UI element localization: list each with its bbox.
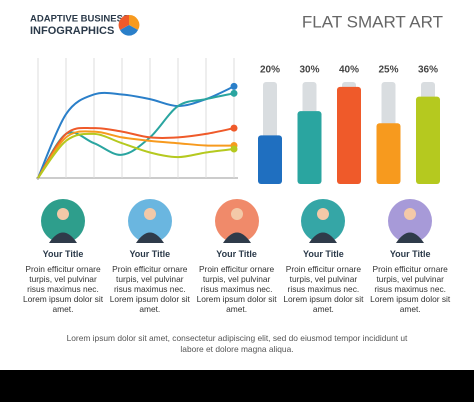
line-end-dot: [230, 124, 238, 132]
bar: [258, 135, 282, 184]
line-end-dot: [230, 82, 238, 90]
footer-text: Lorem ipsum dolor sit amet, consectetur …: [66, 333, 408, 354]
person-text: Proin efficitur ornare turpis, vel pulvi…: [196, 264, 277, 314]
bar-value-label: 25%: [378, 65, 398, 76]
line-series: [37, 130, 235, 179]
bar: [416, 96, 440, 184]
person-text: Proin efficitur ornare turpis, vel pulvi…: [22, 264, 104, 314]
bar-value-label: 20%: [260, 65, 280, 76]
person-title: Your Title: [216, 249, 257, 259]
bar-value-label: 40%: [339, 65, 359, 76]
header-line1: ADAPTIVE BUSINESS: [30, 14, 129, 25]
subtitle: FLAT SMART ART: [302, 12, 443, 31]
person-text: Proin efficitur ornare turpis, vel pulvi…: [283, 264, 364, 314]
pie-icon: [118, 14, 140, 36]
bottom-strip: [0, 370, 474, 402]
bar-value-label: 36%: [418, 65, 438, 76]
person-title: Your Title: [389, 249, 431, 259]
person-column: Your Title Proin efficitur ornare turpis,…: [107, 249, 193, 314]
bar-value-label: 30%: [299, 65, 319, 76]
line-end-dot: [230, 145, 238, 153]
bar: [297, 111, 322, 184]
line-series: [37, 126, 235, 179]
person-title: Your Title: [303, 249, 344, 259]
avatars: [41, 199, 432, 243]
person-title: Your Title: [129, 249, 171, 259]
bar: [376, 123, 401, 184]
person-column: Your Title Proin efficitur ornare turpis,…: [194, 249, 280, 314]
person-title: Your Title: [42, 249, 84, 259]
person-column: Your Title Proin efficitur ornare turpis,…: [367, 249, 453, 314]
bar: [337, 86, 361, 184]
header-line2: INFOGRAPHICS: [30, 25, 114, 37]
line-series: [37, 132, 235, 179]
infographic: ADAPTIVE BUSINESS INFOGRAPHICS FLAT SMAR…: [30, 12, 443, 243]
person-text: Proin efficitur ornare turpis, vel pulvi…: [370, 264, 451, 314]
person-column: Your Title Proin efficitur ornare turpis,…: [280, 249, 366, 314]
person-text: Proin efficitur ornare turpis, vel pulvi…: [109, 264, 190, 314]
person-column: Your Title Proin efficitur ornare turpis,…: [20, 249, 106, 314]
line-end-dot: [230, 89, 238, 97]
